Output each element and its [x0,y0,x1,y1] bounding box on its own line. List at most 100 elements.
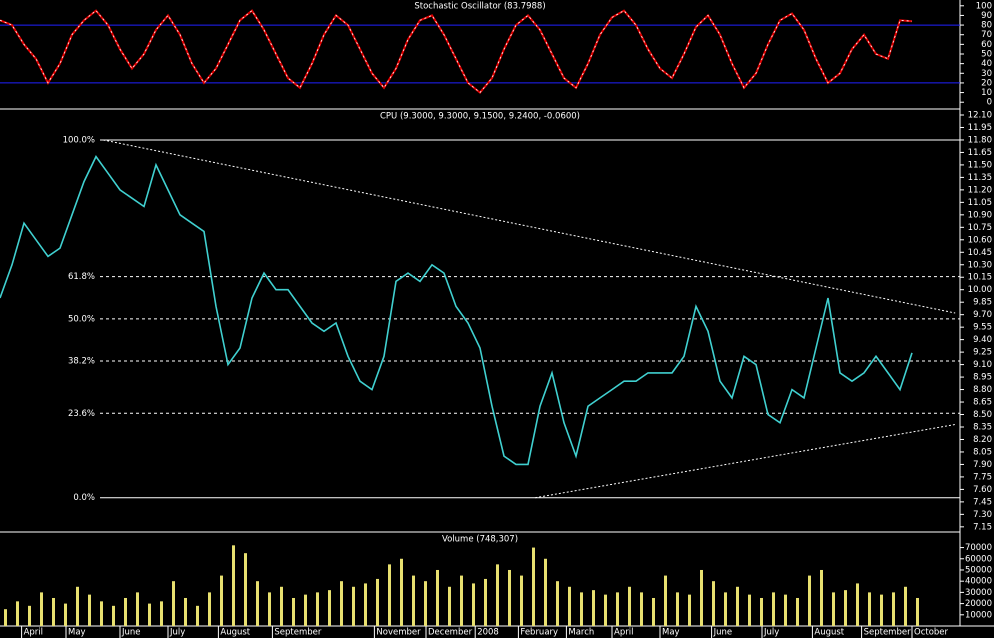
volume-bar [112,605,115,626]
volume-bar [688,594,691,626]
y-tick-label: 8.65 [973,398,992,408]
series-line-overlay [0,10,913,94]
volume-bar [808,575,811,626]
volume-bar [196,605,199,626]
volume-bar [424,581,427,626]
y-tick-label: 9.55 [973,323,992,333]
volume-bar [580,592,583,626]
y-tick-label: 9.85 [973,298,992,308]
y-tick-label: 11.20 [968,185,992,195]
volume-bar [148,603,151,626]
volume-bar [652,597,655,626]
volume-bar [676,592,679,626]
volume-bar [904,586,907,626]
y-tick-label: 10.30 [968,260,992,270]
volume-bar [436,569,439,626]
volume-bar [256,581,259,626]
x-tick-label: June [121,628,141,638]
volume-bar [388,564,391,626]
volume-bar [292,597,295,626]
x-tick-label: May [68,628,86,638]
volume-bar [616,592,619,626]
x-tick-label: July [169,628,185,638]
volume-bar [772,592,775,626]
y-tick-label: 9.70 [973,310,992,320]
y-tick-label: 20 [981,78,992,88]
y-tick-label: 11.65 [968,148,992,158]
x-tick-label: August [814,628,844,638]
y-tick-label: 10000 [965,610,992,620]
volume-bar [760,597,763,626]
volume-bar [724,592,727,626]
volume-bar [604,594,607,626]
volume-bar [712,581,715,626]
y-tick-label: 8.35 [973,422,992,432]
x-tick-label: July [763,628,779,638]
volume-bar [16,601,19,626]
volume-bar [136,592,139,626]
volume-bar [232,545,235,626]
y-tick-label: 7.15 [973,522,992,532]
y-tick-label: 50000 [965,565,992,575]
volume-bar [244,553,247,626]
y-tick-label: 30 [981,69,992,79]
volume-bar [628,586,631,626]
volume-bar [868,592,871,626]
x-tick-label: September [274,628,321,638]
panel-title: Stochastic Oscillator (83.7988) [414,2,545,12]
volume-bar [916,597,919,626]
y-tick-label: 8.20 [973,435,992,445]
x-tick-label: May [662,628,680,638]
volume-bar [748,594,751,626]
x-tick-label: February [520,628,558,638]
x-tick-label: June [713,628,733,638]
volume-bar [76,586,79,626]
y-tick-label: 60 [981,40,992,50]
y-tick-label: 10 [981,88,992,98]
y-tick-label: 10.45 [968,248,992,258]
volume-bar [364,583,367,626]
volume-bar [448,586,451,626]
x-tick-label: October [914,628,949,638]
volume-bar [664,575,667,626]
x-tick-label: April [614,628,633,638]
y-tick-label: 10.90 [968,210,992,220]
volume-bar [100,601,103,626]
y-tick-label: 11.50 [968,160,992,170]
volume-bar [304,594,307,626]
volume-bar [832,592,835,626]
y-tick-label: 90 [981,11,992,21]
volume-bar [568,586,571,626]
y-tick-label: 10.15 [968,273,992,283]
volume-bar [532,547,535,626]
volume-bar [280,586,283,626]
y-tick-label: 50 [981,50,992,60]
volume-bar [208,592,211,626]
volume-bar [172,581,175,626]
y-tick-label: 100 [976,1,992,11]
y-tick-label: 12.10 [968,110,992,120]
y-tick-label: 7.30 [973,510,992,520]
volume-bar [736,586,739,626]
x-tick-label: March [568,628,594,638]
volume-bar [544,558,547,626]
y-tick-label: 20000 [965,599,992,609]
volume-bar [856,583,859,626]
y-tick-label: 11.80 [968,135,992,145]
volume-bar [64,603,67,626]
y-tick-label: 10.00 [968,285,992,295]
volume-bar [376,578,379,626]
volume-bar [184,597,187,626]
series-line [0,155,913,466]
y-tick-label: 40 [981,59,992,69]
volume-bar [640,592,643,626]
y-tick-label: 9.40 [973,335,992,345]
volume-bar [844,590,847,626]
x-tick-label: 2008 [477,628,499,638]
y-tick-label: 7.90 [973,460,992,470]
trendline [535,424,956,499]
volume-bar [352,586,355,626]
volume-bar [820,569,823,626]
volume-bar [784,594,787,626]
volume-bar [160,601,163,626]
